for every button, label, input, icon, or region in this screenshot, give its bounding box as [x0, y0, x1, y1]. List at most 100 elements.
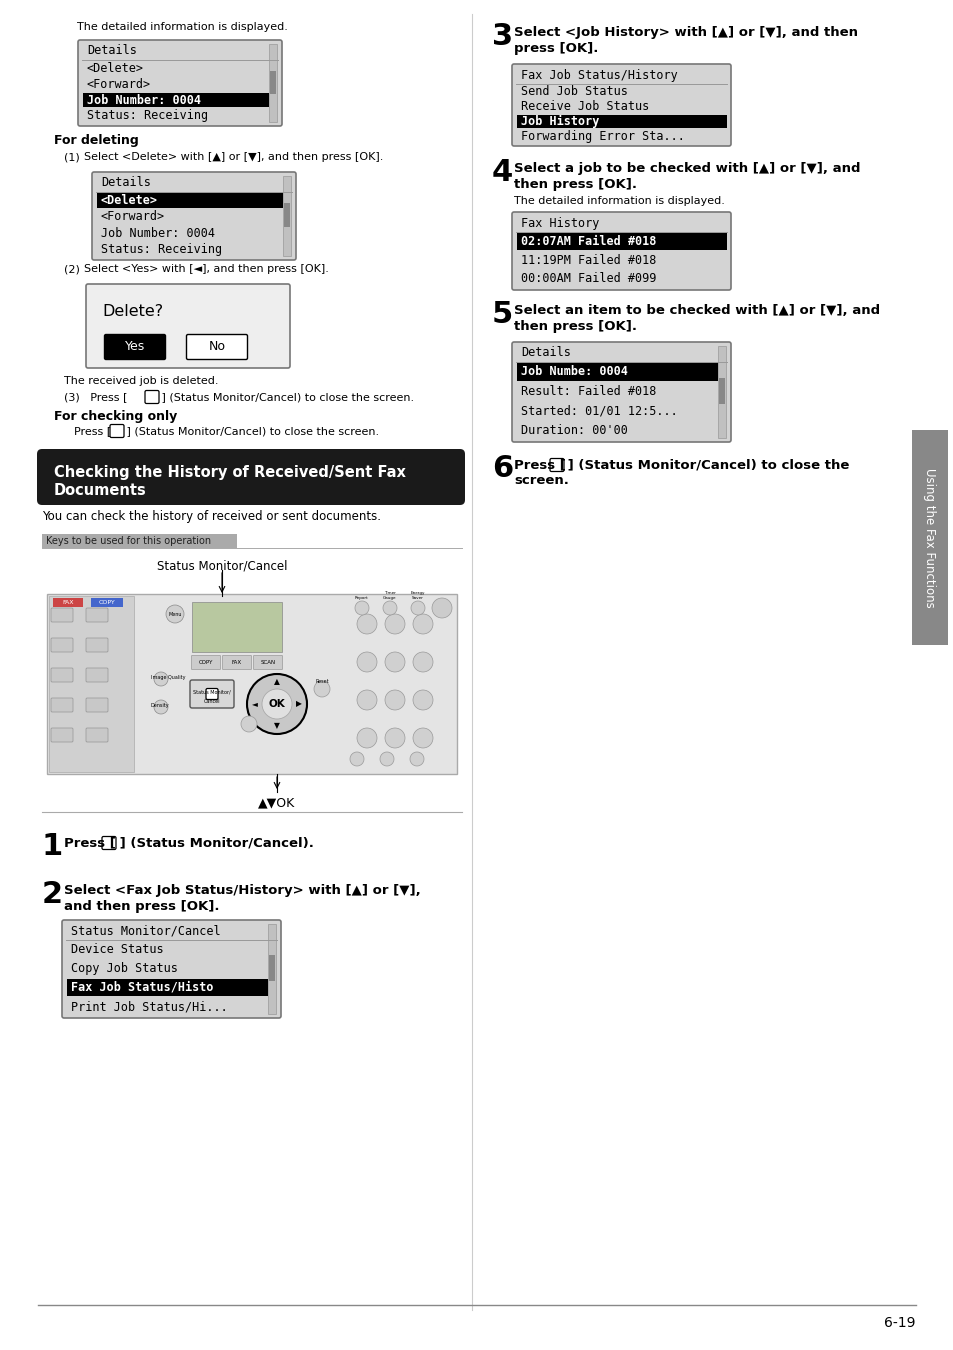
Circle shape — [385, 652, 405, 672]
Text: Status: Receiving: Status: Receiving — [101, 243, 222, 256]
Text: Status: Receiving: Status: Receiving — [87, 109, 208, 123]
Text: Menu: Menu — [168, 612, 182, 617]
Text: <Delete>: <Delete> — [87, 62, 144, 74]
Bar — [911, 431, 947, 645]
FancyBboxPatch shape — [190, 680, 233, 707]
Text: Duration: 00'00: Duration: 00'00 — [520, 424, 627, 437]
Circle shape — [356, 690, 376, 710]
Text: 11:19PM Failed #018: 11:19PM Failed #018 — [520, 254, 656, 266]
Circle shape — [314, 680, 330, 697]
Text: No: No — [209, 340, 225, 354]
Text: Job Number: 0004: Job Number: 0004 — [101, 227, 214, 240]
Text: Status Monitor/Cancel: Status Monitor/Cancel — [156, 559, 287, 572]
FancyBboxPatch shape — [91, 171, 295, 261]
Text: Checking the History of Received/Sent Fax: Checking the History of Received/Sent Fa… — [54, 464, 405, 481]
Text: then press [OK].: then press [OK]. — [514, 320, 637, 333]
Bar — [517, 363, 718, 381]
Text: Status Monitor/Cancel: Status Monitor/Cancel — [71, 925, 220, 937]
Text: Receive Job Status: Receive Job Status — [520, 100, 649, 113]
FancyBboxPatch shape — [512, 212, 730, 290]
Text: Details: Details — [87, 45, 136, 58]
Text: Press [: Press [ — [514, 458, 565, 471]
Text: 6-19: 6-19 — [883, 1316, 915, 1330]
Text: The received job is deleted.: The received job is deleted. — [64, 377, 218, 386]
Bar — [67, 979, 268, 996]
Text: press [OK].: press [OK]. — [514, 42, 598, 55]
Text: Started: 01/01 12:5...: Started: 01/01 12:5... — [520, 404, 677, 417]
Bar — [270, 70, 275, 93]
Circle shape — [247, 674, 307, 734]
FancyBboxPatch shape — [105, 335, 165, 359]
Bar — [91, 598, 123, 608]
Text: OK: OK — [269, 699, 285, 709]
FancyBboxPatch shape — [512, 63, 730, 146]
Text: The detailed information is displayed.: The detailed information is displayed. — [514, 196, 724, 207]
Text: Details: Details — [101, 177, 151, 189]
Circle shape — [356, 728, 376, 748]
FancyBboxPatch shape — [51, 698, 73, 711]
Text: Select <Delete> with [▲] or [▼], and then press [OK].: Select <Delete> with [▲] or [▼], and the… — [84, 153, 383, 162]
Circle shape — [385, 614, 405, 634]
Circle shape — [382, 601, 396, 616]
Text: ] (Status Monitor/Cancel) to close the screen.: ] (Status Monitor/Cancel) to close the s… — [158, 392, 414, 402]
FancyBboxPatch shape — [110, 424, 124, 437]
Text: SCAN: SCAN — [260, 660, 275, 664]
FancyBboxPatch shape — [37, 450, 464, 505]
Text: Delete?: Delete? — [102, 304, 163, 319]
Text: Select <Yes> with [◄], and then press [OK].: Select <Yes> with [◄], and then press [O… — [84, 265, 329, 274]
Text: FAX: FAX — [232, 660, 242, 664]
Text: Copy Job Status: Copy Job Status — [71, 963, 177, 975]
Text: <Forward>: <Forward> — [101, 211, 165, 223]
Bar — [268, 923, 275, 1014]
FancyBboxPatch shape — [86, 608, 108, 622]
FancyBboxPatch shape — [145, 390, 159, 404]
FancyBboxPatch shape — [102, 837, 116, 849]
Text: 00:00AM Failed #099: 00:00AM Failed #099 — [520, 273, 656, 285]
Text: COPY: COPY — [98, 599, 115, 605]
Text: Density: Density — [151, 703, 170, 707]
Text: Forwarding Error Sta...: Forwarding Error Sta... — [520, 130, 684, 143]
Bar — [718, 346, 725, 437]
FancyBboxPatch shape — [86, 698, 108, 711]
FancyBboxPatch shape — [78, 40, 282, 126]
FancyBboxPatch shape — [51, 639, 73, 652]
Text: (3)   Press [: (3) Press [ — [64, 392, 128, 402]
Text: Fax History: Fax History — [520, 216, 598, 230]
Text: Press [: Press [ — [64, 836, 115, 849]
Text: 5: 5 — [492, 300, 513, 329]
Text: 1: 1 — [42, 832, 63, 861]
Circle shape — [350, 752, 364, 765]
FancyBboxPatch shape — [86, 668, 108, 682]
Text: Job Numbe: 0004: Job Numbe: 0004 — [520, 366, 627, 378]
Text: Job History: Job History — [520, 115, 598, 128]
FancyBboxPatch shape — [192, 656, 220, 670]
Circle shape — [432, 598, 452, 618]
Text: 02:07AM Failed #018: 02:07AM Failed #018 — [520, 235, 656, 248]
Text: 6: 6 — [492, 454, 513, 483]
Circle shape — [262, 688, 292, 720]
Text: The detailed information is displayed.: The detailed information is displayed. — [77, 22, 288, 32]
FancyBboxPatch shape — [86, 728, 108, 743]
Text: 3: 3 — [492, 22, 513, 51]
Text: 4: 4 — [492, 158, 513, 188]
Text: Energy
Saver: Energy Saver — [411, 591, 425, 599]
Text: Device Status: Device Status — [71, 944, 164, 956]
Bar — [49, 595, 133, 772]
Text: Result: Failed #018: Result: Failed #018 — [520, 385, 656, 398]
Text: <Forward>: <Forward> — [87, 77, 151, 90]
Text: Report: Report — [355, 595, 369, 599]
FancyBboxPatch shape — [51, 608, 73, 622]
FancyBboxPatch shape — [86, 639, 108, 652]
Text: Reset: Reset — [314, 679, 329, 684]
Circle shape — [411, 601, 424, 616]
Text: ▲▼OK: ▲▼OK — [258, 796, 295, 809]
Text: ◄: ◄ — [252, 699, 257, 709]
Text: ] (Status Monitor/Cancel) to close the screen.: ] (Status Monitor/Cancel) to close the s… — [123, 427, 378, 436]
Text: and then press [OK].: and then press [OK]. — [64, 900, 219, 913]
Text: Fax Job Status/History: Fax Job Status/History — [520, 69, 677, 81]
Circle shape — [356, 614, 376, 634]
Circle shape — [356, 652, 376, 672]
Circle shape — [166, 605, 184, 622]
Text: (1): (1) — [64, 153, 80, 162]
Bar — [42, 535, 236, 548]
